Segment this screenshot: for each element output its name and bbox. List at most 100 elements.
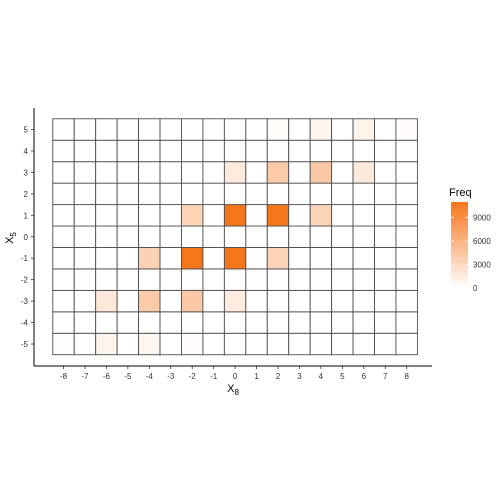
heatmap-tile — [53, 290, 74, 311]
y-axis-title-subscript: 5 — [9, 232, 18, 237]
heatmap-tile — [310, 269, 331, 290]
heatmap-tile — [353, 140, 374, 161]
heatmap-tile — [117, 162, 138, 183]
heatmap-tile — [310, 162, 331, 183]
y-tick-label: 0 — [24, 233, 29, 242]
heatmap-tile — [224, 290, 245, 311]
heatmap-tile — [224, 247, 245, 268]
heatmap-tile — [375, 183, 396, 204]
heatmap-tile — [289, 226, 310, 247]
heatmap-tile — [139, 183, 160, 204]
heatmap-tile — [203, 119, 224, 140]
heatmap-tile — [139, 119, 160, 140]
heatmap-tile — [139, 269, 160, 290]
heatmap-tile — [96, 140, 117, 161]
heatmap-tile — [267, 162, 288, 183]
heatmap-tile — [203, 247, 224, 268]
heatmap-tile — [139, 247, 160, 268]
heatmap-tile — [289, 247, 310, 268]
heatmap-tile — [353, 269, 374, 290]
heatmap-tile — [117, 119, 138, 140]
x-tick-label: 8 — [404, 372, 409, 381]
heatmap-tile — [289, 162, 310, 183]
heatmap-tile — [396, 290, 417, 311]
heatmap-tile — [203, 269, 224, 290]
heatmap-tile — [203, 140, 224, 161]
legend: Freq 0 3000 6000 9000 — [449, 187, 491, 293]
heatmap-tile — [396, 247, 417, 268]
heatmap-tile — [267, 226, 288, 247]
heatmap-tile — [96, 119, 117, 140]
heatmap-tile — [181, 162, 202, 183]
heatmap-tile — [160, 205, 181, 226]
y-axis-title: X5 — [4, 232, 18, 244]
heatmap-tile — [267, 312, 288, 333]
y-tick-label: 1 — [24, 211, 29, 220]
x-tick-label: -7 — [81, 372, 89, 381]
heatmap-tile — [375, 226, 396, 247]
heatmap-tile — [181, 226, 202, 247]
heatmap-tile — [246, 226, 267, 247]
x-axis-title: X8 — [227, 383, 239, 397]
heatmap-tile — [74, 226, 95, 247]
heatmap-tile — [96, 269, 117, 290]
heatmap-tile — [96, 247, 117, 268]
heatmap-tile — [310, 183, 331, 204]
heatmap-tile — [96, 183, 117, 204]
heatmap-tile — [353, 333, 374, 354]
x-tick-label: -2 — [189, 372, 197, 381]
heatmap-tile — [74, 205, 95, 226]
heatmap-tile — [139, 162, 160, 183]
heatmap-tile — [353, 226, 374, 247]
heatmap-tile — [375, 162, 396, 183]
heatmap-tile — [139, 312, 160, 333]
y-axis-ticks: -5 -4 -3 -2 -1 0 1 2 3 4 5 — [21, 126, 34, 350]
x-tick-label: -8 — [60, 372, 68, 381]
heatmap-tile — [139, 205, 160, 226]
heatmap-tile — [332, 162, 353, 183]
heatmap-tile — [224, 162, 245, 183]
heatmap-tile — [310, 333, 331, 354]
legend-tick-label: 6000 — [473, 237, 491, 246]
x-tick-label: -6 — [103, 372, 111, 381]
x-tick-label: -1 — [210, 372, 218, 381]
heatmap-tile — [96, 312, 117, 333]
heatmap-tile — [181, 183, 202, 204]
heatmap-tile — [396, 333, 417, 354]
heatmap-tile — [203, 290, 224, 311]
heatmap-tile — [117, 333, 138, 354]
heatmap-tile — [246, 119, 267, 140]
heatmap-tile — [375, 205, 396, 226]
heatmap-tile — [332, 119, 353, 140]
heatmap-tile — [396, 205, 417, 226]
heatmap-tile — [74, 333, 95, 354]
heatmap-tile — [181, 247, 202, 268]
heatmap-tile — [117, 183, 138, 204]
heatmap-tile — [139, 140, 160, 161]
x-tick-label: 0 — [233, 372, 238, 381]
y-tick-label: -2 — [21, 276, 29, 285]
heatmap-tile — [181, 119, 202, 140]
heatmap-tile — [332, 269, 353, 290]
heatmap-tile — [246, 140, 267, 161]
heatmap-tile — [53, 247, 74, 268]
heatmap-tile — [246, 205, 267, 226]
heatmap-tile — [181, 290, 202, 311]
x-tick-label: 6 — [362, 372, 367, 381]
heatmap-tiles — [53, 119, 418, 355]
heatmap-tile — [310, 312, 331, 333]
heatmap-tile — [289, 290, 310, 311]
heatmap-tile — [96, 333, 117, 354]
heatmap-tile — [246, 269, 267, 290]
heatmap-tile — [353, 290, 374, 311]
heatmap-tile — [289, 312, 310, 333]
heatmap-tile — [310, 226, 331, 247]
heatmap-tile — [74, 140, 95, 161]
heatmap-tile — [375, 247, 396, 268]
heatmap-tile — [74, 183, 95, 204]
heatmap-tile — [96, 226, 117, 247]
heatmap-tile — [160, 162, 181, 183]
heatmap-tile — [203, 226, 224, 247]
heatmap-tile — [310, 205, 331, 226]
heatmap-tile — [246, 333, 267, 354]
